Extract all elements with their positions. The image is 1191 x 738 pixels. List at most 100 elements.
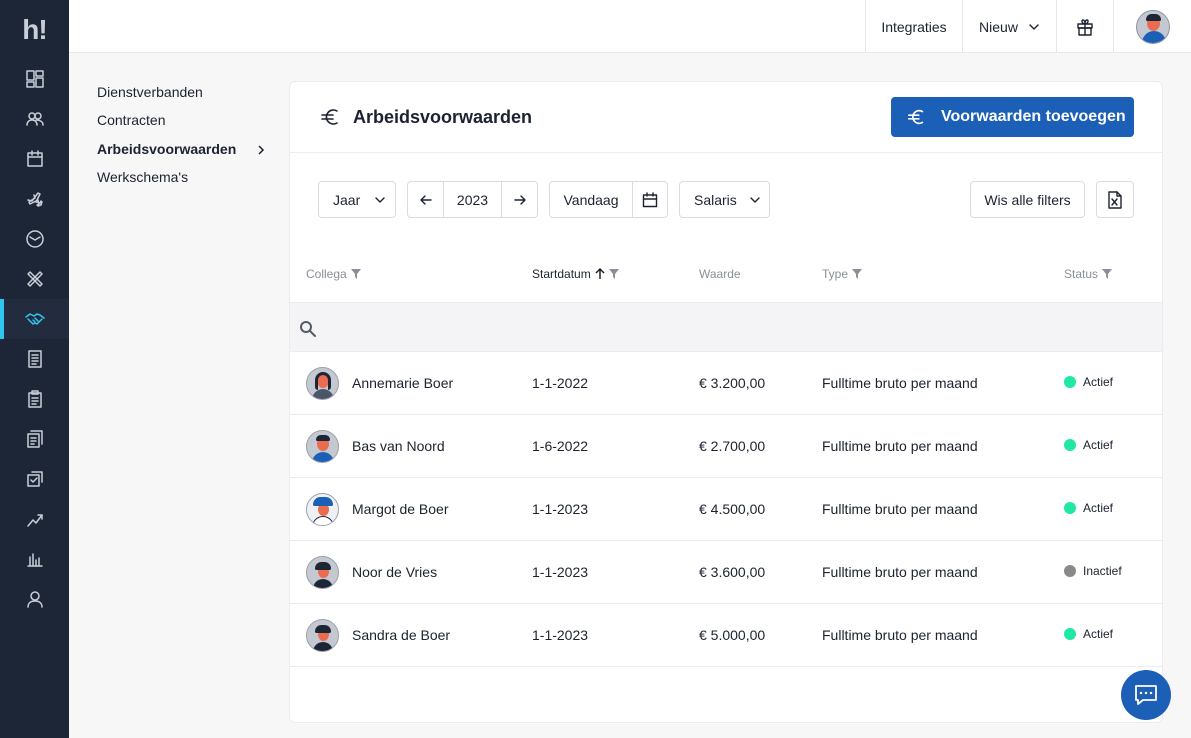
colleague-name[interactable]: Bas van Noord [352, 438, 445, 454]
gift-button[interactable] [1056, 0, 1113, 53]
start-date: 1-6-2022 [532, 438, 589, 454]
status-dot [1064, 502, 1076, 514]
sidebar-item-tasks[interactable] [0, 379, 69, 419]
avatar [306, 619, 339, 652]
column-header-status[interactable]: Status [1064, 267, 1113, 281]
people-icon [25, 112, 44, 126]
user-menu[interactable] [1113, 0, 1191, 53]
euro-icon [321, 109, 338, 125]
today-button[interactable]: Vandaag [563, 191, 619, 208]
bandage-icon [26, 271, 43, 287]
chat-icon [1135, 685, 1157, 705]
calendar-button[interactable] [632, 182, 667, 217]
receipt-icon [27, 350, 42, 368]
status-badge: Actief [1064, 375, 1113, 389]
type: Fulltime bruto per maand [822, 501, 978, 517]
chat-button[interactable] [1121, 670, 1171, 720]
subnav-item-contracts[interactable]: Contracten [97, 112, 166, 128]
page-title: Arbeidsvoorwaarden [353, 107, 533, 127]
column-header-colleague[interactable]: Collega [306, 267, 361, 281]
chevron-right-icon [258, 145, 265, 155]
sidebar-item-reports[interactable] [0, 539, 69, 579]
column-header-label: Collega [306, 267, 347, 281]
period-select-value: Jaar [333, 191, 361, 208]
previous-year-button[interactable] [408, 182, 443, 217]
status-badge: Actief [1064, 501, 1113, 515]
main-card: Arbeidsvoorwaarden Voorwaarden toevoegen… [289, 81, 1163, 723]
avatar [306, 556, 339, 589]
calendar-icon [642, 191, 658, 207]
subnav-item-employments[interactable]: Dienstverbanden [97, 84, 203, 100]
status-dot [1064, 439, 1076, 451]
chevron-down-icon [750, 196, 760, 203]
sidebar-item-sickness[interactable] [0, 259, 69, 299]
colleague-name[interactable]: Sandra de Boer [352, 627, 451, 643]
sidebar-item-people[interactable] [0, 99, 69, 139]
status-label: Actief [1083, 375, 1114, 389]
calendar-icon [26, 150, 43, 167]
app-logo[interactable]: h! [22, 14, 47, 45]
sidebar-item-dashboard[interactable] [0, 59, 69, 99]
subnav-item-conditions[interactable]: Arbeidsvoorwaarden [97, 141, 267, 161]
avatar [306, 430, 339, 463]
year-stepper: 2023 [407, 181, 538, 218]
table-row[interactable]: Noor de Vries 1-1-2023 € 3.600,00 Fullti… [290, 541, 1162, 604]
add-conditions-button[interactable]: Voorwaarden toevoegen [891, 97, 1134, 137]
type: Fulltime bruto per maand [822, 564, 978, 580]
sidebar-item-leave[interactable] [0, 179, 69, 219]
search-icon [300, 321, 316, 337]
table-search-row[interactable] [290, 302, 1162, 352]
checklist-icon [26, 471, 43, 487]
column-header-label: Startdatum [532, 267, 591, 281]
sidebar-item-time[interactable] [0, 219, 69, 259]
clear-filters-button[interactable]: Wis alle filters [970, 181, 1085, 218]
sidebar-item-documents[interactable] [0, 419, 69, 459]
export-excel-button[interactable] [1096, 181, 1134, 218]
avatar [306, 367, 339, 400]
status-dot [1064, 628, 1076, 640]
dashboard-icon [25, 70, 44, 88]
type: Fulltime bruto per maand [822, 375, 978, 391]
new-button[interactable]: Nieuw [962, 0, 1056, 53]
handshake-icon [24, 313, 45, 325]
sidebar-item-performance[interactable] [0, 499, 69, 539]
sidebar-item-payroll[interactable] [0, 339, 69, 379]
table-row[interactable]: Bas van Noord 1-6-2022 € 2.700,00 Fullti… [290, 415, 1162, 478]
integrations-button[interactable]: Integraties [865, 0, 962, 53]
gift-icon [1077, 18, 1093, 36]
sidebar: h! [0, 0, 69, 738]
avatar [306, 493, 339, 526]
value: € 4.500,00 [699, 501, 766, 517]
value: € 3.200,00 [699, 375, 766, 391]
user-icon [26, 591, 43, 608]
next-year-button[interactable] [501, 182, 537, 217]
column-header-type[interactable]: Type [822, 267, 863, 281]
status-label: Actief [1083, 438, 1114, 452]
column-header-startdate[interactable]: Startdatum [532, 267, 619, 281]
value: € 5.000,00 [699, 627, 766, 643]
start-date: 1-1-2023 [532, 627, 589, 643]
sort-ascending-icon [595, 268, 605, 279]
euro-icon [908, 109, 924, 125]
sidebar-item-checklists[interactable] [0, 459, 69, 499]
type: Fulltime bruto per maand [822, 627, 978, 643]
period-select[interactable]: Jaar [318, 181, 396, 218]
column-header-value[interactable]: Waarde [699, 267, 741, 281]
type-select[interactable]: Salaris [679, 181, 770, 218]
documents-icon [26, 430, 43, 448]
table-row[interactable]: Sandra de Boer 1-1-2023 € 5.000,00 Fullt… [290, 604, 1162, 667]
type: Fulltime bruto per maand [822, 438, 978, 454]
subnav-item-schedules[interactable]: Werkschema's [97, 169, 189, 185]
table-row[interactable]: Margot de Boer 1-1-2023 € 4.500,00 Fullt… [290, 478, 1162, 541]
start-date: 1-1-2023 [532, 501, 589, 517]
sidebar-item-calendar[interactable] [0, 139, 69, 179]
excel-file-icon [1108, 190, 1122, 209]
sidebar-item-employment[interactable] [0, 299, 69, 339]
colleague-name[interactable]: Annemarie Boer [352, 375, 454, 391]
table-row[interactable]: Annemarie Boer 1-1-2022 € 3.200,00 Fullt… [290, 352, 1162, 415]
value: € 2.700,00 [699, 438, 766, 454]
colleague-name[interactable]: Noor de Vries [352, 564, 438, 580]
colleague-name[interactable]: Margot de Boer [352, 501, 449, 517]
sidebar-item-profile[interactable] [0, 579, 69, 619]
column-header-label: Status [1064, 267, 1099, 281]
